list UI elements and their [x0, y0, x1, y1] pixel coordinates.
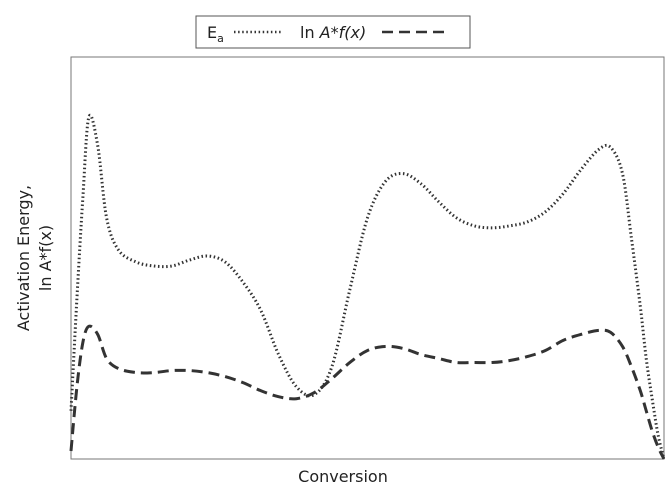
y-axis-title-line1: Activation Energy,	[14, 185, 33, 331]
legend-label-ea: Ea	[207, 23, 224, 45]
series-lna-line	[69, 324, 665, 460]
plot-area	[70, 56, 665, 460]
y-axis-title-line2: ln A*f(x)	[36, 225, 55, 291]
x-axis-title: Conversion	[298, 467, 388, 486]
series-ea-line	[69, 113, 665, 460]
legend-label-lna: ln A*f(x)	[300, 23, 366, 42]
legend: Ea ln A*f(x)	[195, 15, 471, 49]
